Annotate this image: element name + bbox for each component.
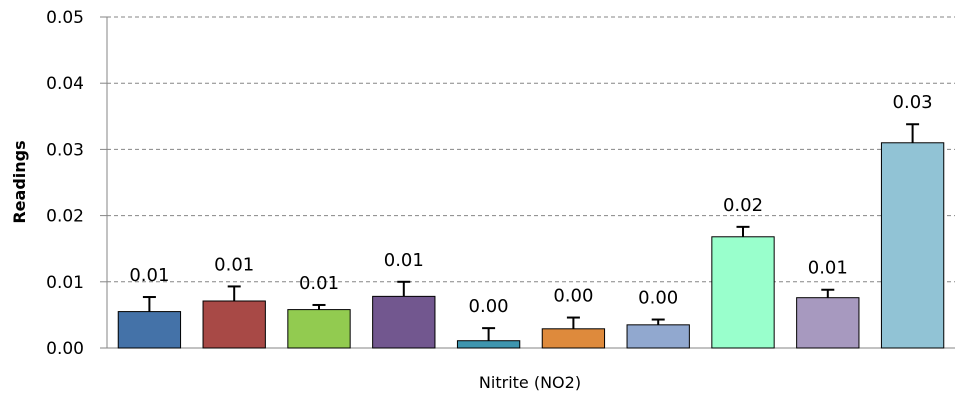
y-axis-ticks: 0.00 0.01 0.02 0.03 0.04 0.05: [46, 8, 107, 359]
bar: [711, 236, 775, 349]
bars: 0.01 0.01 0.01 0.01 0.00 0.00 0.00 0.02 0.01 0.03: [117, 92, 945, 349]
data-label: 0.00: [553, 286, 593, 307]
bar: [372, 295, 436, 349]
bar: [880, 142, 945, 349]
bar: [796, 297, 860, 349]
y-axis-title: Readings: [10, 140, 29, 223]
y-tick-label: 0.00: [46, 339, 84, 359]
data-label: 0.01: [808, 258, 848, 279]
data-label: 0.00: [638, 288, 678, 309]
bar: [541, 328, 606, 349]
data-label: 0.01: [214, 254, 254, 275]
bar: [456, 340, 521, 349]
y-tick-label: 0.05: [46, 8, 84, 28]
y-tick-label: 0.02: [46, 207, 84, 227]
data-label: 0.01: [384, 250, 424, 271]
bar: [202, 300, 266, 349]
bar: [626, 324, 690, 349]
y-tick-label: 0.01: [46, 273, 84, 293]
x-axis-title: Nitrite (NO2): [479, 373, 581, 392]
data-label: 0.00: [469, 296, 509, 317]
data-label: 0.03: [893, 92, 933, 113]
bar: [117, 311, 182, 349]
data-label: 0.02: [723, 195, 763, 216]
gridlines: [107, 16, 955, 283]
y-tick-label: 0.04: [46, 74, 84, 94]
y-tick-label: 0.03: [46, 140, 84, 160]
data-label: 0.01: [129, 265, 169, 286]
data-label: 0.01: [299, 273, 339, 294]
bar: [287, 309, 351, 349]
